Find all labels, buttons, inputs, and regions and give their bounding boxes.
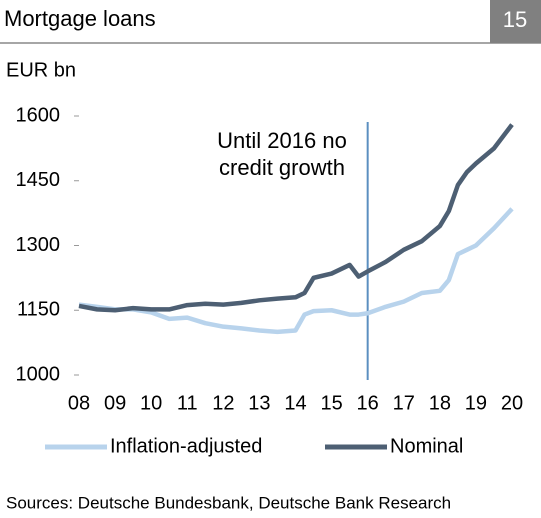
chart-title: Mortgage loans xyxy=(4,6,156,31)
page-number-box xyxy=(490,0,541,43)
x-tick-label: 14 xyxy=(284,392,306,414)
y-tick-label: 1300 xyxy=(16,234,61,256)
line-series xyxy=(78,123,514,313)
legend-label: Nominal xyxy=(390,435,463,457)
x-tick-label: 17 xyxy=(393,392,415,414)
x-tick-label: 13 xyxy=(248,392,270,414)
page-number: 15 xyxy=(503,7,527,32)
annotation-text: credit growth xyxy=(219,155,345,180)
x-tick-label: 18 xyxy=(429,392,451,414)
y-tick-label: 1450 xyxy=(16,169,61,191)
x-tick-label: 10 xyxy=(140,392,162,414)
x-tick-label: 11 xyxy=(177,392,198,414)
y-tick-label: 1150 xyxy=(17,299,60,321)
line-series xyxy=(78,207,514,335)
annotation-text: Until 2016 no xyxy=(217,128,347,153)
x-tick-label: 16 xyxy=(357,392,379,414)
x-tick-label: 08 xyxy=(68,392,90,414)
y-axis-label: EUR bn xyxy=(6,59,76,81)
x-tick-label: 12 xyxy=(212,392,234,414)
x-tick-label: 20 xyxy=(501,392,523,414)
y-tick-label: 1000 xyxy=(16,363,61,385)
y-tick-label: 1600 xyxy=(16,104,61,126)
x-tick-label: 15 xyxy=(320,392,342,414)
x-tick-label: 19 xyxy=(465,392,487,414)
source: Sources: Deutsche Bundesbank, Deutsche B… xyxy=(6,493,451,512)
x-tick-label: 09 xyxy=(104,392,126,414)
legend-label: Inflation-adjusted xyxy=(110,435,262,457)
